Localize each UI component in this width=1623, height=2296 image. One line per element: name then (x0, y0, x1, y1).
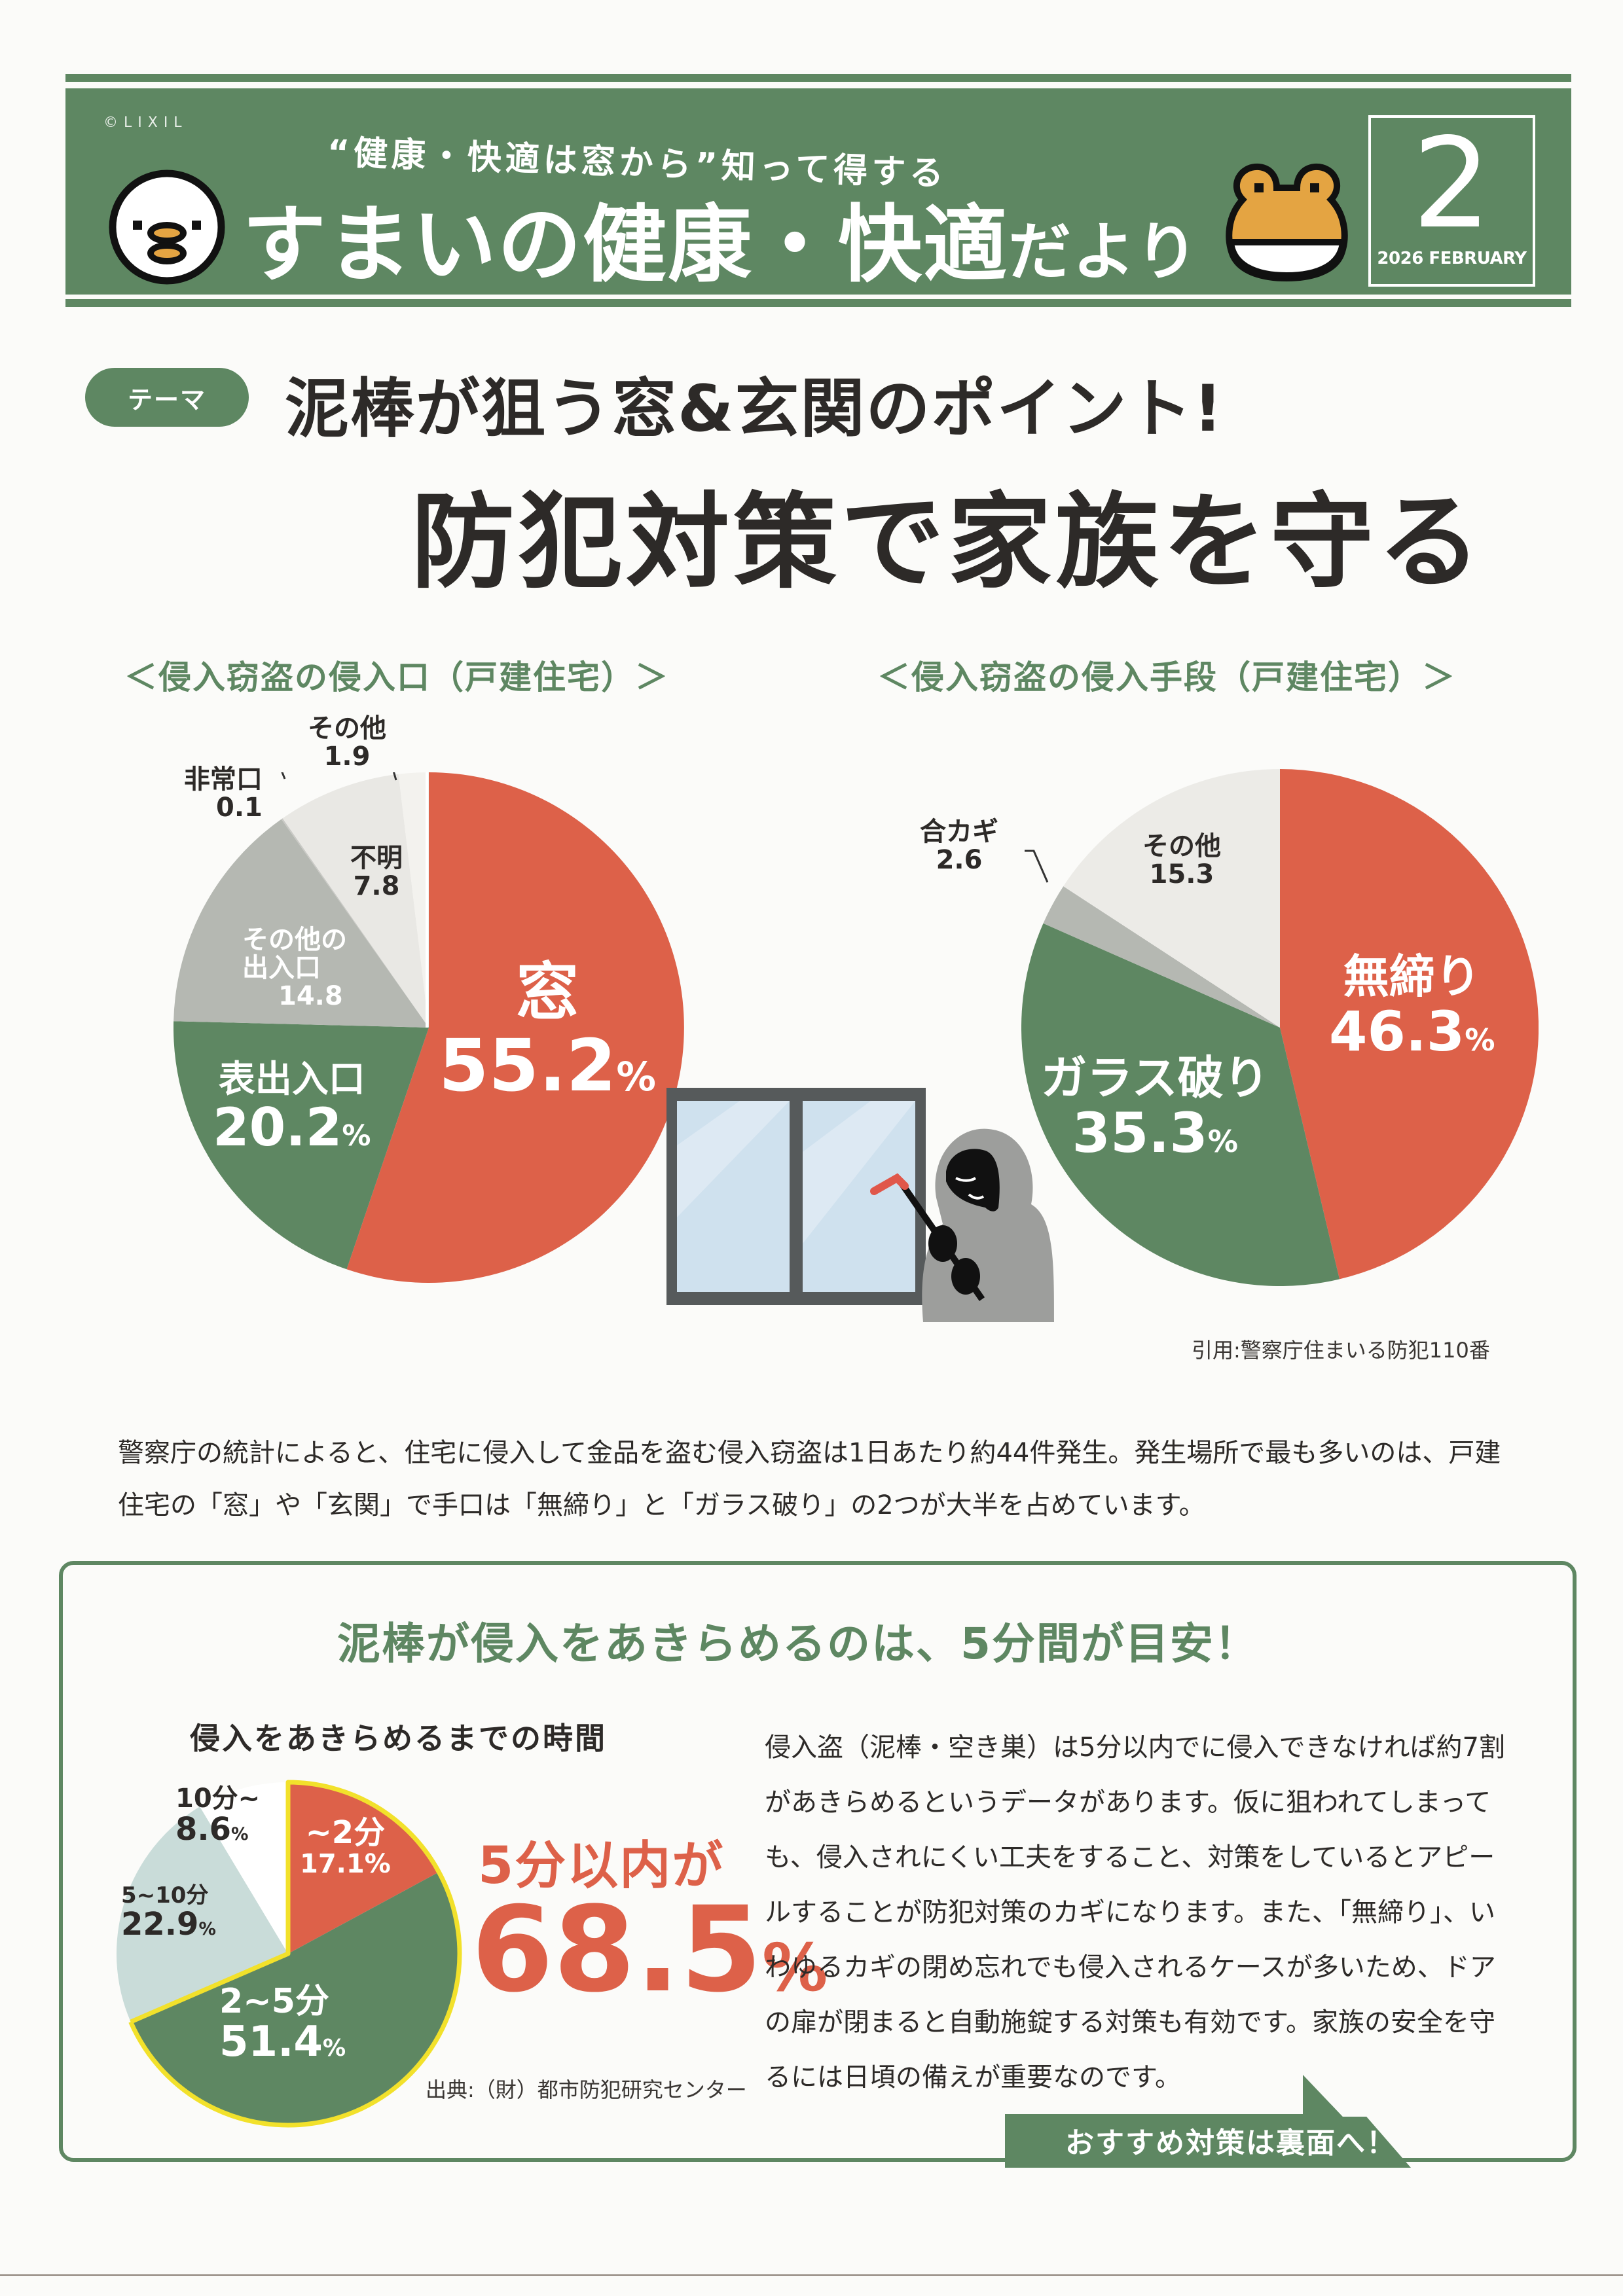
chart3-heading: 侵入をあきらめるまでの時間 (190, 1721, 607, 1756)
label-emergency-exit: 非常口 0.1 (183, 764, 263, 823)
cta-arrow-shape (1005, 2075, 1391, 2168)
box-title: 泥棒が侵入をあきらめるのは、5分間が目安！ (337, 1619, 1259, 1669)
entry-point-pie-chart (173, 772, 684, 1283)
label-other-method: その他 15.3 (1142, 831, 1221, 890)
pie-slice-over-10min (200, 1782, 288, 1954)
label-under-2min: ~2分 17.1% (300, 1814, 391, 1879)
issue-number: 2 (1412, 111, 1491, 256)
page-bottom-rule (0, 2274, 1623, 2276)
chart-source: 引用:警察庁住まいる防犯110番 (1192, 1338, 1490, 1363)
theme-subtitle: 泥棒が狙う窓&玄関のポイント! (285, 372, 1224, 446)
label-other: その他 1.9 (308, 713, 386, 772)
pie-slice-duplicate-key (1043, 886, 1280, 1028)
burglar-window-illustration (666, 1088, 1054, 1322)
giveup-time-pie-chart (116, 1780, 462, 2128)
pie-slice-window (346, 772, 684, 1283)
label-front-entrance: 表出入口 20.2% (213, 1058, 371, 1158)
highlight-value: 68.5% (471, 1882, 828, 2018)
label-2-to-5min: 2~5分 51.4% (219, 1982, 346, 2067)
pie-slice-5-to-10min (116, 1806, 288, 2022)
pie-slice-other-method (1063, 769, 1280, 1028)
page-title: 防犯対策で家族を守る (411, 482, 1485, 603)
box-body-paragraph: 侵入盗（泥棒・空き巣）は5分以内でに侵入できなければ約7割があきらめるというデー… (765, 1732, 1505, 2092)
pie-slice-front-entrance (173, 1021, 429, 1270)
header-bottom-rule (65, 299, 1571, 307)
label-unknown: 不明 7.8 (350, 843, 403, 902)
highlight-label: 5分以内が (478, 1837, 725, 1895)
label-unlocked: 無締り 46.3% (1329, 950, 1495, 1064)
label-glass-breaking: ガラス破り 35.3% (1041, 1051, 1269, 1165)
pie-slice-emergency-exit (281, 818, 429, 1028)
theme-badge: テーマ (85, 368, 249, 427)
label-window: 窓 55.2% (439, 956, 657, 1107)
masthead-main: すまいの健康・快適 (242, 196, 1009, 294)
copyright-lixil: ©LIXIL (103, 115, 188, 131)
label-5-to-10min: 5~10分 22.9% (121, 1882, 216, 1943)
label-duplicate-key: 合カギ 2.6 (920, 817, 998, 876)
issue-month: 2026 FEBRUARY (1377, 249, 1527, 268)
pie-slice-other (398, 772, 429, 1028)
masthead-title: すまいの健康・快適だより (242, 177, 1199, 298)
pie-slice-other-entrance (173, 819, 429, 1028)
label-over-10min: 10分~ 8.6% (175, 1784, 261, 1848)
chart1-heading: ＜侵入窃盗の侵入口（戸建住宅）＞ (124, 658, 669, 696)
pie-slice-glass-breaking (1021, 923, 1340, 1286)
duck-face-icon (109, 170, 225, 285)
header-top-rule (65, 74, 1571, 82)
intro-paragraph: 警察庁の統計によると、住宅に侵入して金品を盗む侵入窃盗は1日あたり約44件発生。… (118, 1438, 1501, 1520)
pie-slice-unlocked (1280, 769, 1539, 1280)
five-minute-box (59, 1561, 1577, 2162)
chart2-heading: ＜侵入窃盗の侵入手段（戸建住宅）＞ (877, 658, 1456, 696)
label-other-entrance: その他の 出入口 14.8 (242, 925, 347, 1012)
entry-method-pie-chart (1021, 769, 1539, 1286)
pie-slice-unknown (282, 774, 429, 1028)
masthead-suffix: だより (1008, 215, 1200, 289)
cta-label[interactable]: おすすめ対策は裏面へ！ (1065, 2126, 1396, 2160)
pie-slice-2-to-5min (130, 1872, 460, 2125)
issue-badge: 2 2026 FEBRUARY (1368, 115, 1535, 287)
chart3-source: 出典:（財）都市防犯研究センター (426, 2077, 747, 2102)
frog-face-icon (1226, 163, 1348, 281)
